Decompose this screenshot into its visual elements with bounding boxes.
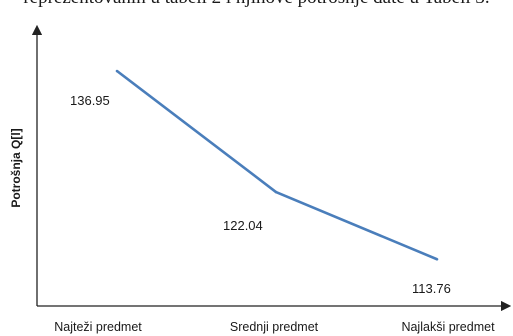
y-axis-title: Potrošnja Q[l] (9, 128, 23, 207)
partial-text-line: reprezentovanih u tabeli 2 i njihove pot… (0, 0, 513, 11)
data-label: 136.95 (70, 93, 110, 108)
data-label: 113.76 (412, 281, 451, 296)
series-line (116, 69, 438, 261)
data-point (274, 190, 278, 194)
x-tick-label: Najteži predmet (54, 320, 142, 334)
data-point (115, 69, 119, 73)
data-point (435, 257, 439, 261)
x-tick-label: Najlakši predmet (401, 320, 495, 334)
data-label: 122.04 (223, 218, 263, 233)
x-tick-label: Srednji predmet (230, 320, 319, 334)
